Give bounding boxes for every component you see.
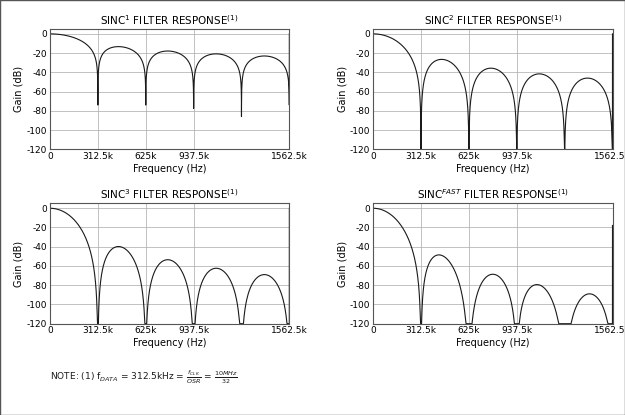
Title: SINC$^2$ FILTER RESPONSE$^{(1)}$: SINC$^2$ FILTER RESPONSE$^{(1)}$ <box>424 13 562 27</box>
X-axis label: Frequency (Hz): Frequency (Hz) <box>456 338 529 348</box>
Y-axis label: Gain (dB): Gain (dB) <box>14 66 24 112</box>
Y-axis label: Gain (dB): Gain (dB) <box>14 241 24 287</box>
X-axis label: Frequency (Hz): Frequency (Hz) <box>133 164 206 174</box>
Y-axis label: Gain (dB): Gain (dB) <box>337 241 347 287</box>
X-axis label: Frequency (Hz): Frequency (Hz) <box>456 164 529 174</box>
Y-axis label: Gain (dB): Gain (dB) <box>337 66 347 112</box>
Title: SINC$^{FAST}$ FILTER RESPONSE$^{(1)}$: SINC$^{FAST}$ FILTER RESPONSE$^{(1)}$ <box>417 188 569 201</box>
X-axis label: Frequency (Hz): Frequency (Hz) <box>133 338 206 348</box>
Text: NOTE: (1) f$_{DATA}$ = 312.5kHz = $\frac{f_{CLK}}{OSR}$ = $\frac{10MHz}{32}$: NOTE: (1) f$_{DATA}$ = 312.5kHz = $\frac… <box>50 369 238 386</box>
Title: SINC$^1$ FILTER RESPONSE$^{(1)}$: SINC$^1$ FILTER RESPONSE$^{(1)}$ <box>101 13 239 27</box>
Title: SINC$^3$ FILTER RESPONSE$^{(1)}$: SINC$^3$ FILTER RESPONSE$^{(1)}$ <box>101 188 239 201</box>
